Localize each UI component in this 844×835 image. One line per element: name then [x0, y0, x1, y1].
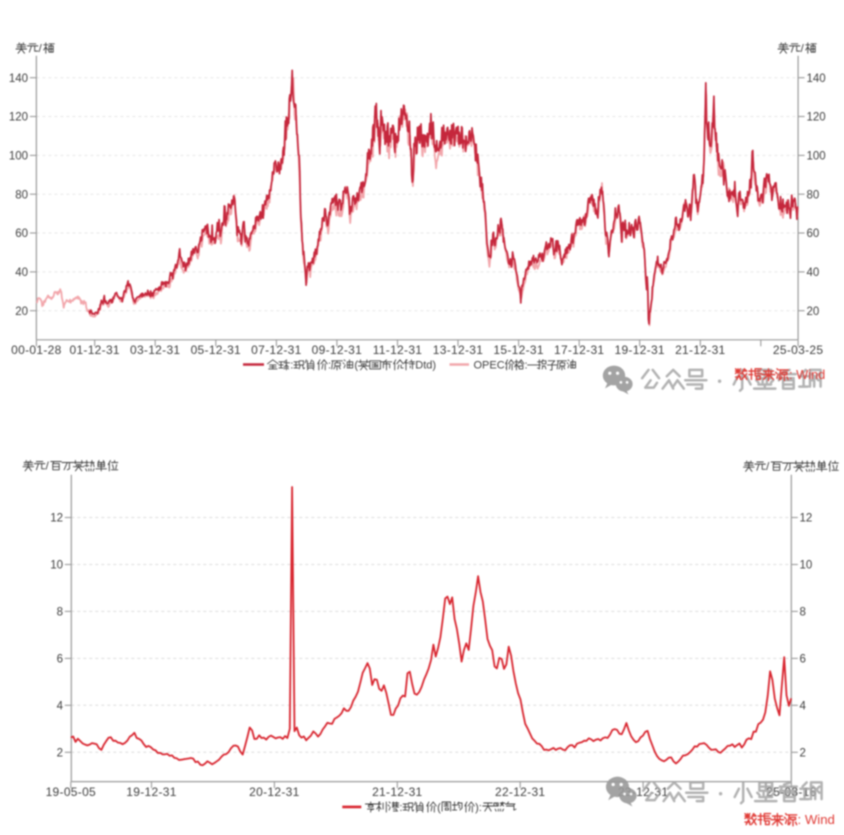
svg-text:100: 100: [9, 151, 28, 163]
svg-text:07-12-31: 07-12-31: [251, 343, 301, 357]
svg-text:19-12-31: 19-12-31: [126, 785, 176, 799]
svg-text:13-12-31: 13-12-31: [433, 343, 483, 357]
svg-text:Dtd): Dtd): [415, 360, 436, 372]
svg-text:140: 140: [807, 73, 826, 85]
svg-text:/: /: [46, 461, 50, 473]
svg-text:):: ):: [475, 802, 482, 814]
svg-text:05-12-31: 05-12-31: [191, 343, 241, 357]
svg-text:20: 20: [807, 306, 820, 318]
svg-text:120: 120: [807, 112, 826, 124]
svg-text:/: /: [39, 43, 43, 55]
svg-text:80: 80: [807, 189, 820, 201]
svg-text:: Wind: : Wind: [798, 812, 835, 827]
svg-text:11-12-31: 11-12-31: [373, 343, 423, 357]
svg-text:120: 120: [9, 112, 28, 124]
svg-text:60: 60: [807, 228, 820, 240]
svg-text:80: 80: [15, 189, 28, 201]
svg-text:/: /: [801, 43, 805, 55]
svg-text:20: 20: [15, 306, 28, 318]
svg-text:17-12-31: 17-12-31: [554, 343, 604, 357]
svg-text:22-12-31: 22-12-31: [495, 785, 545, 799]
svg-text:100: 100: [807, 151, 826, 163]
svg-text:19-12-31: 19-12-31: [614, 343, 664, 357]
svg-text:8: 8: [57, 607, 63, 619]
svg-text:15-12-31: 15-12-31: [493, 343, 543, 357]
svg-text:(: (: [437, 802, 441, 814]
svg-text:(: (: [354, 360, 358, 372]
svg-text:12: 12: [800, 513, 813, 525]
svg-text:4: 4: [57, 701, 64, 713]
svg-text:19-05-05: 19-05-05: [46, 785, 96, 799]
svg-text:2: 2: [57, 748, 63, 760]
svg-text:8: 8: [800, 607, 806, 619]
svg-text:6: 6: [57, 654, 63, 666]
svg-text:40: 40: [15, 267, 28, 279]
svg-text:6: 6: [800, 654, 806, 666]
svg-text:21-12-31: 21-12-31: [675, 343, 725, 357]
svg-text::: :: [290, 360, 293, 372]
svg-text:00-01-28: 00-01-28: [11, 343, 61, 357]
svg-text:140: 140: [9, 73, 28, 85]
svg-text::: :: [525, 360, 528, 372]
svg-text:03-12-31: 03-12-31: [130, 343, 180, 357]
svg-text:21-12-31: 21-12-31: [372, 785, 422, 799]
svg-text:10: 10: [800, 560, 813, 572]
svg-text:2: 2: [800, 748, 806, 760]
svg-text:OPEC:: OPEC:: [474, 360, 508, 372]
svg-text:/: /: [766, 461, 770, 473]
svg-text:09-12-31: 09-12-31: [312, 343, 362, 357]
svg-text:40: 40: [807, 267, 820, 279]
svg-text:12: 12: [50, 513, 63, 525]
svg-text:25-03-25: 25-03-25: [773, 343, 823, 357]
svg-text:60: 60: [15, 228, 28, 240]
svg-text:4: 4: [800, 701, 807, 713]
svg-text:: Wind: : Wind: [789, 367, 825, 382]
svg-text::: :: [399, 802, 402, 814]
svg-text:10: 10: [50, 560, 63, 572]
svg-text:20-12-31: 20-12-31: [249, 785, 299, 799]
svg-text::: :: [328, 360, 331, 372]
svg-text:01-12-31: 01-12-31: [69, 343, 119, 357]
